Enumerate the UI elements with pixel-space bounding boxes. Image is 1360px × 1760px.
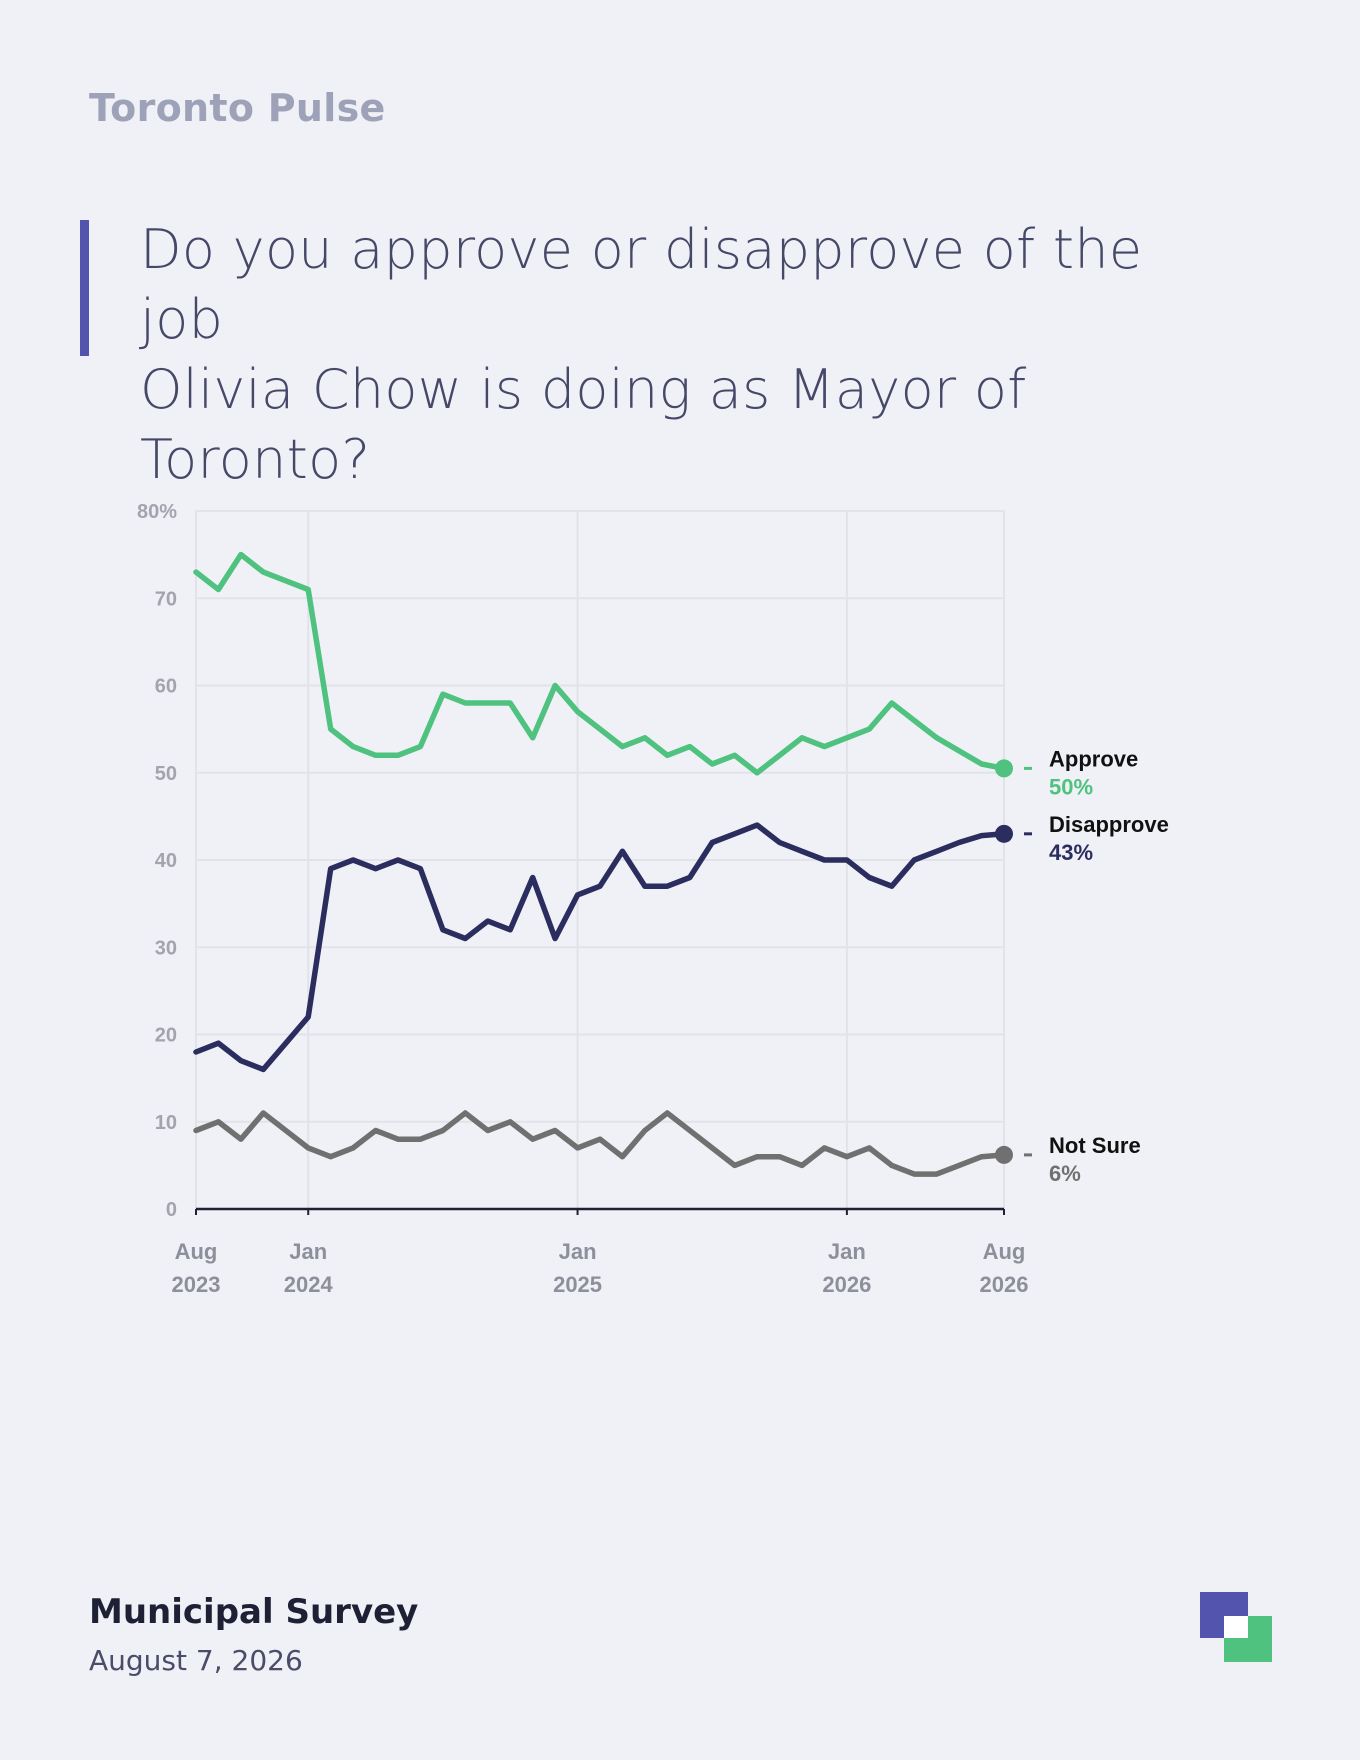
question-line-2: Olivia Chow is doing as Mayor of Toronto… xyxy=(140,358,1027,491)
y-tick-label: 70 xyxy=(155,588,177,610)
y-tick-label: 20 xyxy=(155,1025,177,1047)
y-tick-label: 10 xyxy=(155,1112,177,1134)
x-tick-label-year: 2026 xyxy=(822,1272,871,1297)
series-value-approve: 50% xyxy=(1049,774,1093,799)
accent-bar xyxy=(80,220,89,356)
y-tick-label: 40 xyxy=(155,850,177,872)
question-title: Do you approve or disapprove of the job … xyxy=(140,215,1240,495)
x-tick-label-month: Aug xyxy=(983,1239,1026,1264)
series-value-not-sure: 6% xyxy=(1049,1161,1081,1186)
x-tick-label-year: 2023 xyxy=(172,1272,221,1297)
x-tick-label-year: 2026 xyxy=(980,1272,1029,1297)
footer-title: Municipal Survey xyxy=(89,1592,419,1632)
x-tick-label-month: Jan xyxy=(289,1239,327,1264)
series-line-approve xyxy=(193,551,1007,776)
series-line-disapprove xyxy=(193,822,1007,1073)
footer-date: August 7, 2026 xyxy=(89,1644,303,1677)
end-point-not-sure xyxy=(995,1145,1013,1164)
brand-logo xyxy=(1200,1592,1272,1664)
y-tick-label: 30 xyxy=(155,937,177,959)
y-tick-label: 80% xyxy=(137,501,177,523)
x-tick-label-month: Jan xyxy=(828,1239,866,1264)
y-tick-label: 60 xyxy=(155,676,177,698)
end-point-disapprove xyxy=(995,824,1013,843)
series-label-not-sure: Not Sure xyxy=(1049,1133,1141,1158)
question-line-1: Do you approve or disapprove of the job xyxy=(140,218,1143,351)
x-tick-label-year: 2024 xyxy=(284,1272,334,1297)
x-tick-label-year: 2025 xyxy=(553,1272,602,1297)
series-value-disapprove: 43% xyxy=(1049,840,1093,865)
x-tick-label-month: Jan xyxy=(559,1239,597,1264)
series-line-not-sure xyxy=(193,1110,1007,1177)
series-label-approve: Approve xyxy=(1049,746,1138,771)
series-label-disapprove: Disapprove xyxy=(1049,812,1169,837)
x-tick-label-month: Aug xyxy=(175,1239,218,1264)
end-point-approve xyxy=(995,759,1013,778)
y-tick-label: 0 xyxy=(166,1199,177,1221)
y-tick-label: 50 xyxy=(155,763,177,785)
brand-title: Toronto Pulse xyxy=(89,86,386,130)
